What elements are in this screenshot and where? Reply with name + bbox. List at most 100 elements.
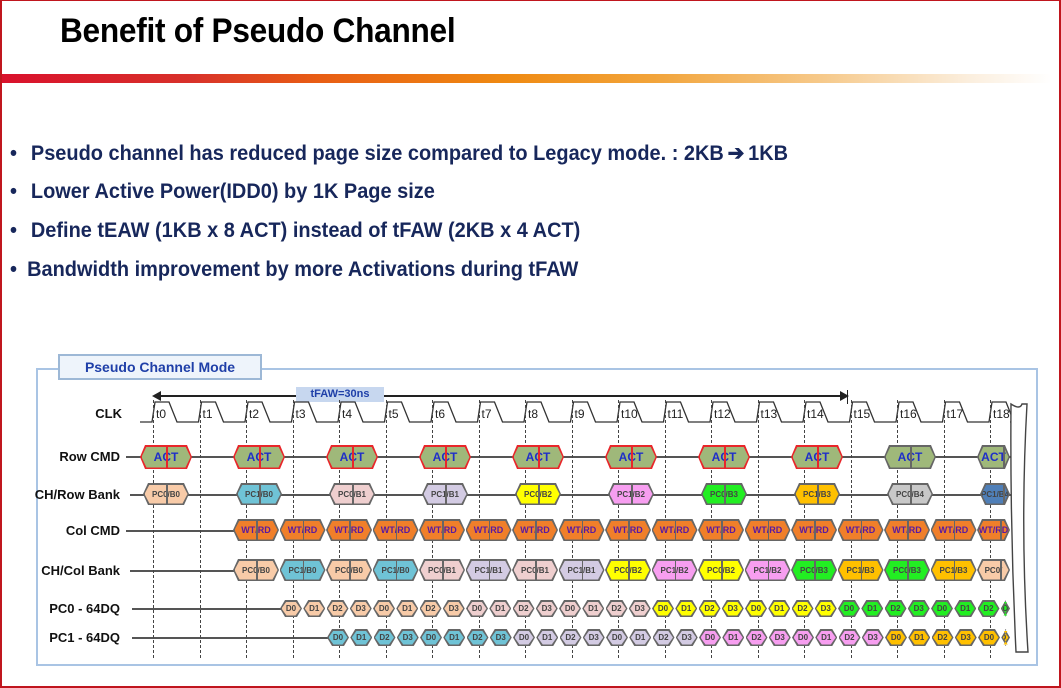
pc0-data-beat: D0 [282,602,301,616]
clock-tick-label: t4 [342,407,353,421]
pc0-data-beat: D3 [816,602,835,616]
pc0-data-beat: D2 [979,602,998,616]
tfaw-end-marker [847,390,848,404]
pc1-data-beat: D2 [747,631,766,645]
cell-divider [721,519,723,541]
cell-divider [953,519,955,541]
pc0-data-beat: D3 [537,602,556,616]
pc0-data-beat: D0 [933,602,952,616]
cell-divider [395,559,397,581]
cell-divider [817,445,819,469]
pc0-data-beat: D3 [723,602,742,616]
cell-divider [166,445,168,469]
clock-tick-label: t15 [853,407,871,421]
pc0-data-beat: D1 [770,602,789,616]
bullet-suffix: 1KB [748,142,789,165]
pc1-data-beat: D1 [1003,631,1009,645]
clock-tick-label: t5 [388,407,399,421]
row-bank-cell: PC1/B4 [982,485,1009,504]
arrow-left-icon [152,391,161,401]
pc0-data-beat: D1 [491,602,510,616]
pc1-data-beat: D1 [352,631,371,645]
cell-divider [767,559,769,581]
pc0-data-beat: D1 [863,602,882,616]
pc0-data-beat: D3 [351,602,370,616]
bullet-text: Lower Active Power(IDD0) by 1K Page size [30,180,435,203]
pc0-data-beat: D [1002,602,1008,616]
pc0-data-beat: D1 [584,602,603,616]
signal-label-ch-row-bank: CH/Row Bank [34,487,120,502]
cell-divider [442,519,444,541]
mode-label: Pseudo Channel Mode [58,354,262,380]
cell-divider [628,559,630,581]
pc0-dq-line [132,608,282,610]
cell-divider [860,519,862,541]
pc0-data-beat: D0 [840,602,859,616]
cell-divider [538,483,540,505]
pc1-data-beat: D2 [561,631,580,645]
row-cmd-line [126,456,1011,458]
cell-divider [1003,445,1005,469]
clock-tick-label: t7 [481,407,492,421]
cell-divider [1000,519,1002,541]
pc1-data-beat: D0 [515,631,534,645]
pc0-data-beat: D1 [398,602,417,616]
bullet-dot-icon: • [10,219,17,242]
cell-divider [302,559,304,581]
pc0-data-beat: D0 [468,602,487,616]
pc0-data-beat: D1 [677,602,696,616]
tfaw-label: tFAW=30ns [296,387,384,402]
bullet-item: • Pseudo channel has reduced page size co… [10,141,788,166]
cell-divider [535,519,537,541]
clock-tick-label: t2 [249,407,260,421]
cell-divider [581,519,583,541]
cell-divider [1000,559,1002,581]
col-bank-cell: PC0/ [979,561,1009,580]
pc0-data-beat: D2 [793,602,812,616]
cell-divider [907,559,909,581]
pc1-data-beat: D1 [631,631,650,645]
cell-divider [488,519,490,541]
pc0-data-beat: D2 [886,602,905,616]
clock-tick-label: t11 [667,407,684,421]
pc1-data-beat: D3 [398,631,417,645]
pc1-data-beat: D2 [933,631,952,645]
cell-divider [1003,483,1005,505]
clock-tick-label: t3 [295,407,306,421]
clock-waveform [140,401,1015,423]
clock-tick-label: t10 [621,407,638,421]
bullet-text: Pseudo channel has reduced page size com… [30,142,724,165]
pc1-data-beat: D0 [701,631,720,645]
pc0-data-beat: D2 [421,602,440,616]
cell-divider [907,519,909,541]
cell-divider [910,445,912,469]
clock-tick-label: t8 [528,407,539,421]
cell-divider [724,445,726,469]
cycle-gridline [199,400,201,658]
pc1-data-beat: D1 [724,631,743,645]
bullet-text: Bandwidth improvement by more Activation… [27,258,579,281]
axis-break-icon [1010,402,1029,653]
cell-divider [674,559,676,581]
pc0-data-beat: D3 [444,602,463,616]
act-command: ACT [979,447,1009,468]
cell-divider [488,559,490,581]
cycle-gridline [153,400,154,658]
pc1-data-beat: D0 [980,631,999,645]
cell-divider [628,519,630,541]
cell-divider [166,483,168,505]
tfaw-span-line [155,395,845,397]
cell-divider [535,559,537,581]
clock-tick-label: t0 [156,407,167,421]
pc0-data-beat: D2 [514,602,533,616]
cell-divider [953,559,955,581]
pc1-data-beat: D3 [956,631,975,645]
pc1-data-beat: D1 [538,631,557,645]
cell-divider [581,559,583,581]
cell-divider [860,559,862,581]
clock-tick-label: t13 [760,407,778,421]
pc1-data-beat: D2 [654,631,673,645]
cell-divider [302,519,304,541]
cell-divider [352,445,354,469]
pc1-data-beat: D3 [863,631,882,645]
